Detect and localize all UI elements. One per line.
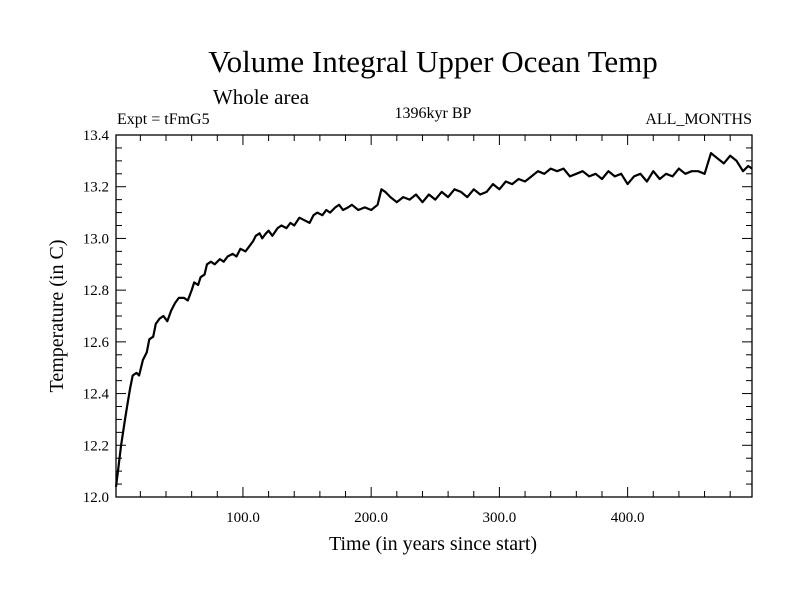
- y-tick-label: 13.0: [83, 231, 109, 247]
- y-tick-label: 13.2: [83, 180, 109, 196]
- x-tick-label: 400.0: [611, 510, 645, 526]
- y-tick-label: 13.4: [83, 128, 110, 144]
- chart-subtitle: Whole area: [213, 85, 310, 109]
- y-tick-label: 12.6: [83, 335, 110, 351]
- x-tick-label: 100.0: [226, 510, 260, 526]
- x-axis-label: Time (in years since start): [329, 533, 537, 555]
- months-label: ALL_MONTHS: [645, 111, 752, 128]
- series-line: [114, 152, 753, 487]
- y-tick-label: 12.8: [83, 283, 109, 299]
- experiment-label: Expt = tFmG5: [117, 111, 210, 128]
- period-label: 1396kyr BP: [395, 105, 472, 122]
- y-tick-label: 12.4: [83, 387, 110, 403]
- y-tick-label: 12.2: [83, 438, 109, 454]
- plot-frame: [115, 134, 753, 498]
- x-tick-label: 200.0: [354, 510, 388, 526]
- chart-title: Volume Integral Upper Ocean Temp: [208, 44, 658, 79]
- y-axis-label: Temperature (in C): [46, 240, 68, 393]
- x-tick-label: 300.0: [483, 510, 517, 526]
- y-tick-label: 12.0: [83, 490, 109, 506]
